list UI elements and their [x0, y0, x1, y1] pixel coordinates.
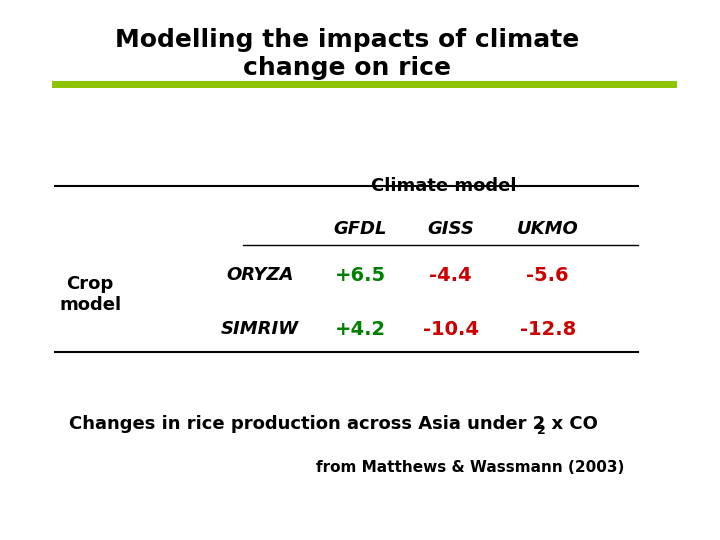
Text: GFDL: GFDL — [334, 220, 387, 239]
Text: +6.5: +6.5 — [335, 266, 386, 285]
Text: +4.2: +4.2 — [335, 320, 386, 339]
Text: Climate model: Climate model — [371, 178, 516, 195]
Text: SIMRIW: SIMRIW — [221, 320, 299, 339]
Text: GISS: GISS — [427, 220, 474, 239]
Text: -4.4: -4.4 — [429, 266, 472, 285]
Text: -10.4: -10.4 — [423, 320, 479, 339]
Text: Changes in rice production across Asia under 2 x CO: Changes in rice production across Asia u… — [69, 415, 598, 433]
Text: UKMO: UKMO — [517, 220, 579, 239]
Text: ORYZA: ORYZA — [226, 266, 294, 285]
Text: Modelling the impacts of climate
change on rice: Modelling the impacts of climate change … — [114, 28, 579, 80]
Text: Crop
model: Crop model — [59, 275, 121, 314]
Text: -5.6: -5.6 — [526, 266, 569, 285]
Text: 2: 2 — [537, 424, 546, 437]
Text: from Matthews & Wassmann (2003): from Matthews & Wassmann (2003) — [315, 460, 624, 475]
Text: -12.8: -12.8 — [520, 320, 576, 339]
